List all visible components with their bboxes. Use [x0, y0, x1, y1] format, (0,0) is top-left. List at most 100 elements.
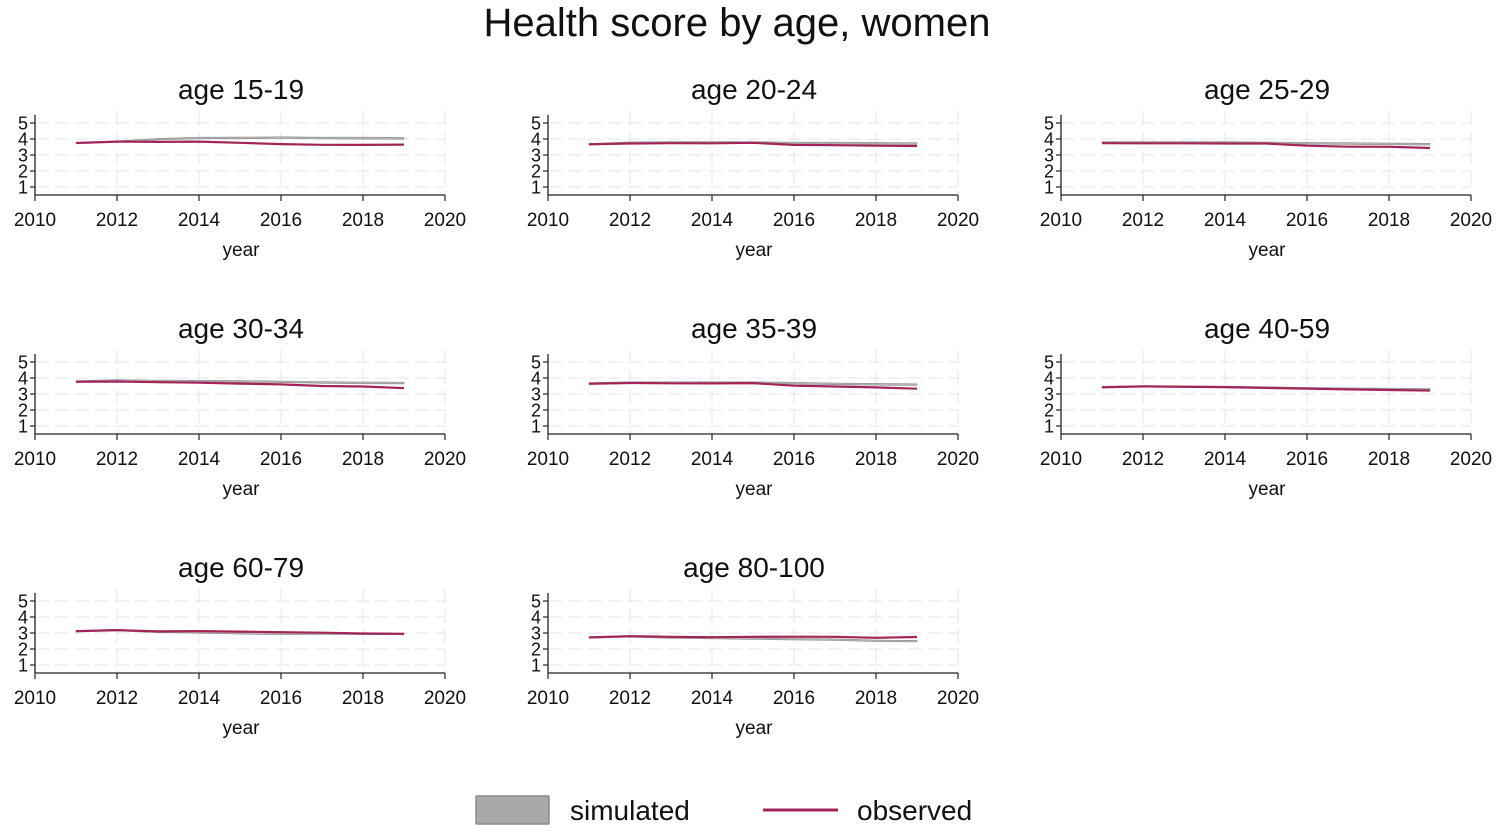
x-tick-label: 2010: [14, 210, 56, 231]
x-tick-label: 2010: [527, 449, 569, 470]
x-tick-label: 2018: [855, 688, 897, 709]
y-tick-label: 5: [18, 592, 28, 612]
y-tick-label: 2: [18, 640, 28, 660]
x-tick-label: 2012: [609, 449, 651, 470]
x-axis-label: year: [1249, 479, 1287, 500]
x-tick-label: 2012: [609, 688, 651, 709]
x-axis-label: year: [736, 479, 774, 500]
legend-observed-label: observed: [857, 795, 972, 826]
x-axis-label: year: [1249, 240, 1287, 261]
y-tick-label: 4: [1044, 130, 1054, 150]
x-tick-label: 2018: [342, 688, 384, 709]
panel-title: age 30-34: [178, 313, 304, 344]
y-tick-label: 1: [531, 656, 541, 676]
x-tick-label: 2012: [1122, 449, 1164, 470]
series-simulated-band: [75, 136, 405, 144]
y-tick-label: 4: [1044, 369, 1054, 389]
x-axis-label: year: [223, 240, 261, 261]
gridlines: [548, 111, 959, 195]
x-tick-label: 2018: [342, 449, 384, 470]
y-tick-label: 5: [1044, 114, 1054, 134]
x-tick-label: 2020: [937, 688, 979, 709]
y-tick-label: 4: [18, 130, 28, 150]
x-tick-label: 2020: [1450, 449, 1492, 470]
x-tick-label: 2018: [342, 210, 384, 231]
gridlines: [35, 350, 446, 434]
y-tick-label: 5: [18, 353, 28, 373]
x-tick-label: 2014: [178, 688, 221, 709]
x-tick-label: 2012: [609, 210, 651, 231]
panel-title: age 60-79: [178, 552, 304, 583]
x-tick-label: 2016: [1286, 210, 1328, 231]
series-observed-line: [588, 141, 918, 148]
panel-title: age 40-59: [1204, 313, 1330, 344]
y-tick-label: 2: [18, 162, 28, 182]
x-tick-label: 2014: [691, 449, 734, 470]
x-tick-label: 2014: [178, 210, 221, 231]
x-tick-label: 2012: [96, 210, 138, 231]
y-tick-label: 1: [531, 178, 541, 198]
y-tick-label: 1: [1044, 417, 1054, 437]
x-tick-label: 2016: [773, 210, 815, 231]
y-tick-label: 5: [1044, 353, 1054, 373]
y-tick-label: 4: [18, 369, 28, 389]
y-tick-label: 3: [1044, 146, 1054, 166]
x-tick-label: 2010: [14, 688, 56, 709]
panel-title: age 35-39: [691, 313, 817, 344]
series-observed-line: [588, 381, 918, 390]
x-tick-label: 2020: [424, 688, 466, 709]
y-tick-label: 2: [1044, 401, 1054, 421]
x-tick-label: 2010: [1040, 210, 1082, 231]
x-tick-label: 2012: [96, 688, 138, 709]
x-tick-label: 2018: [1368, 449, 1410, 470]
y-tick-label: 4: [18, 608, 28, 628]
y-tick-label: 1: [18, 178, 28, 198]
x-tick-label: 2018: [855, 449, 897, 470]
y-tick-label: 1: [18, 417, 28, 437]
series-observed-line: [75, 140, 405, 146]
series-observed-line: [75, 380, 405, 390]
x-tick-label: 2018: [855, 210, 897, 231]
x-tick-label: 2016: [260, 210, 302, 231]
panel-title: age 15-19: [178, 74, 304, 105]
x-tick-label: 2016: [260, 688, 302, 709]
gridlines: [548, 589, 959, 673]
x-tick-label: 2020: [1450, 210, 1492, 231]
x-tick-label: 2016: [260, 449, 302, 470]
y-tick-label: 3: [18, 624, 28, 644]
y-tick-label: 5: [531, 353, 541, 373]
series-observed-line: [75, 628, 405, 635]
x-tick-label: 2020: [424, 210, 466, 231]
x-axis-label: year: [223, 718, 261, 739]
x-axis-label: year: [736, 240, 774, 261]
gridlines: [1061, 111, 1472, 195]
y-tick-label: 2: [18, 401, 28, 421]
x-tick-label: 2014: [691, 210, 734, 231]
y-tick-label: 5: [531, 592, 541, 612]
series-observed-line: [588, 635, 918, 639]
x-tick-label: 2014: [1204, 210, 1247, 231]
x-tick-label: 2020: [937, 449, 979, 470]
panel-title: age 25-29: [1204, 74, 1330, 105]
x-axis-label: year: [223, 479, 261, 500]
x-tick-label: 2010: [527, 210, 569, 231]
x-tick-label: 2012: [96, 449, 138, 470]
y-tick-label: 5: [18, 114, 28, 134]
y-tick-label: 1: [1044, 178, 1054, 198]
y-tick-label: 5: [531, 114, 541, 134]
y-tick-label: 2: [531, 401, 541, 421]
y-tick-label: 4: [531, 608, 541, 628]
y-tick-label: 4: [531, 130, 541, 150]
y-tick-label: 3: [531, 385, 541, 405]
y-tick-label: 3: [531, 146, 541, 166]
